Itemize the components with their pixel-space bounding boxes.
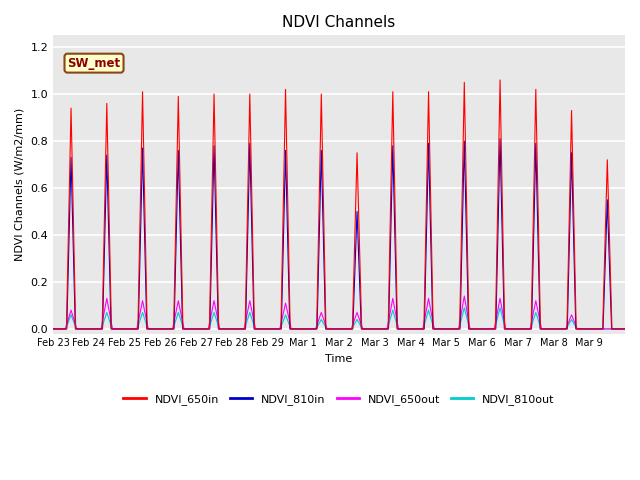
X-axis label: Time: Time (326, 354, 353, 364)
Y-axis label: NDVI Channels (W/m2/mm): NDVI Channels (W/m2/mm) (15, 108, 25, 261)
Title: NDVI Channels: NDVI Channels (282, 15, 396, 30)
Legend: NDVI_650in, NDVI_810in, NDVI_650out, NDVI_810out: NDVI_650in, NDVI_810in, NDVI_650out, NDV… (119, 390, 559, 409)
Text: SW_met: SW_met (67, 57, 120, 70)
